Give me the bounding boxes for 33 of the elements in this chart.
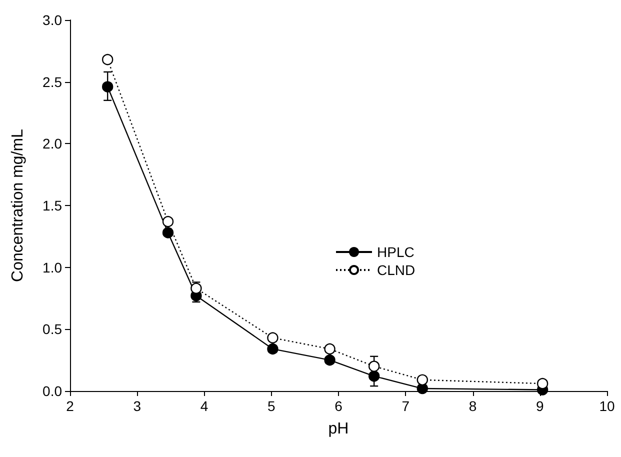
point: [267, 343, 278, 355]
point: [162, 216, 174, 228]
x-tick-label: 10: [599, 398, 615, 414]
x-tick-label: 5: [267, 398, 276, 414]
y-axis-title: Concentration mg/mL: [10, 128, 26, 282]
legend-label: CLND: [377, 262, 416, 278]
x-tick-label: 9: [536, 398, 544, 414]
x-tick-label: 3: [133, 398, 142, 414]
point: [368, 360, 380, 372]
point: [162, 227, 174, 238]
point: [324, 354, 336, 366]
point: [416, 374, 428, 386]
x-axis-title: pH: [328, 420, 349, 438]
x-tick-label: 8: [468, 398, 477, 414]
x-tick-label: 4: [200, 398, 208, 414]
y-tick-label: 1.5: [42, 198, 62, 214]
point: [190, 282, 202, 294]
point: [102, 81, 114, 92]
y-tick-label: 0.5: [42, 321, 62, 338]
point: [102, 54, 114, 66]
point: [368, 370, 380, 382]
x-tick-label: 6: [334, 398, 343, 414]
x-tick-label: 7: [402, 398, 410, 414]
y-tick-label: 3.0: [42, 12, 62, 28]
point: [536, 378, 548, 390]
x-tick-label: 2: [66, 398, 74, 414]
legend-label: HPLC: [377, 244, 414, 260]
y-tick-label: 2.5: [42, 74, 62, 90]
y-tick-label: 2.0: [42, 136, 62, 152]
point: [267, 332, 278, 344]
y-tick-label: 0.0: [42, 383, 62, 399]
y-tick-label: 1.0: [42, 259, 62, 276]
point: [324, 343, 336, 355]
